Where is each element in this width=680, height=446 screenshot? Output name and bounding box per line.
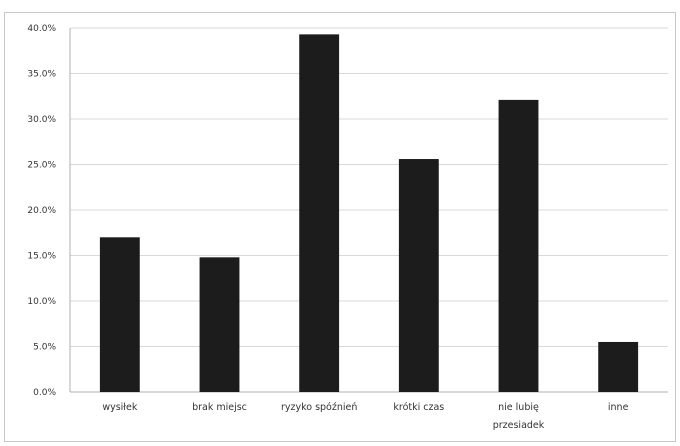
- y-tick-label: 0.0%: [33, 388, 56, 398]
- bar: [398, 159, 439, 392]
- y-tick-label: 25.0%: [27, 161, 56, 171]
- bars: [99, 34, 639, 393]
- y-tick-label: 30.0%: [27, 115, 56, 125]
- x-axis-labels: wysiłek brak miejsc ryzyko spóźnień krótki …: [102, 402, 628, 431]
- bar: [99, 237, 140, 392]
- x-tick-label: wysiłek: [102, 402, 138, 413]
- bar: [299, 34, 340, 393]
- x-tick-label: brak miejsc: [192, 402, 247, 413]
- bar: [498, 99, 539, 392]
- y-tick-label: 5.0%: [33, 343, 56, 353]
- x-tick-label: ryzyko spóźnień: [281, 402, 357, 413]
- x-tick-label: inne: [608, 402, 629, 413]
- y-tick-label: 10.0%: [27, 297, 56, 307]
- bar: [598, 341, 639, 392]
- y-tick-label: 40.0%: [27, 24, 56, 34]
- y-tick-label: 20.0%: [27, 206, 56, 216]
- y-tick-label: 35.0%: [27, 70, 56, 80]
- y-axis-ticks: 0.0% 5.0% 10.0% 15.0% 20.0% 25.0% 30.0% 35.0% 40…: [27, 24, 56, 398]
- x-tick-label: nie lubię przesiadek: [493, 402, 545, 431]
- x-tick-label: krótki czas: [393, 402, 444, 413]
- gridlines: [69, 27, 668, 393]
- bar: [199, 257, 240, 392]
- y-tick-label: 15.0%: [27, 252, 56, 262]
